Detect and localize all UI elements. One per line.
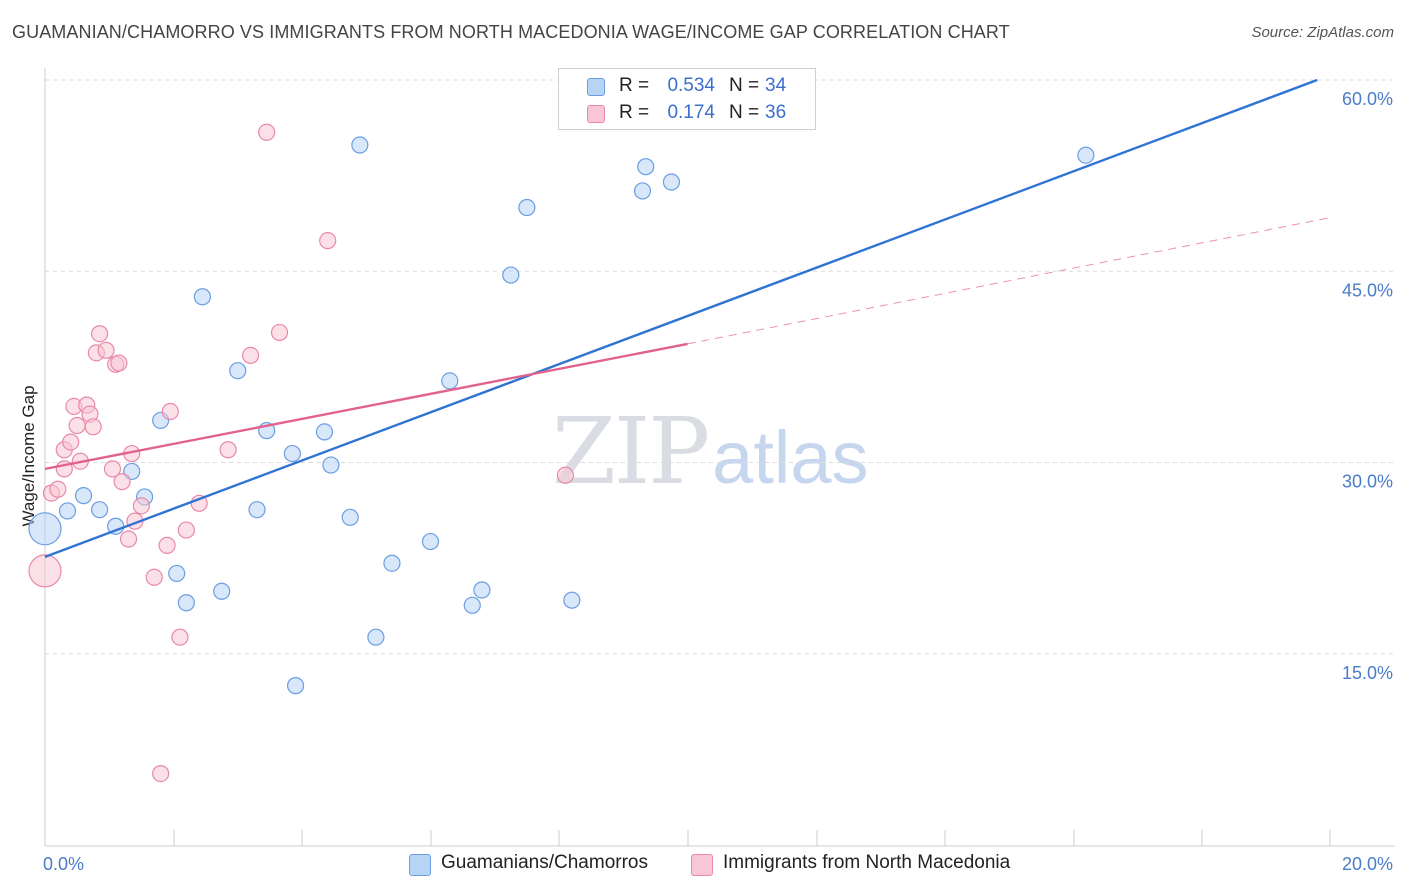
x-tick-label: 0.0% (43, 854, 84, 874)
trend-line-guamanian (45, 80, 1317, 557)
point-guamanian (249, 502, 265, 518)
legend-r-value: 0.534 (653, 75, 715, 97)
legend-label: Immigrants from North Macedonia (723, 852, 1010, 874)
point-macedonia (159, 537, 175, 553)
point-guamanian (464, 597, 480, 613)
point-guamanian (1078, 147, 1094, 163)
point-guamanian (384, 555, 400, 571)
point-guamanian (442, 373, 458, 389)
point-macedonia (111, 355, 127, 371)
point-guamanian (59, 503, 75, 519)
point-macedonia (29, 555, 61, 587)
point-guamanian (423, 534, 439, 550)
correlation-legend: R = 0.534 N = 34 R = 0.174 N = 36 (558, 68, 816, 130)
point-macedonia (133, 498, 149, 514)
point-macedonia (172, 629, 188, 645)
point-guamanian (76, 488, 92, 504)
point-guamanian (214, 583, 230, 599)
point-guamanian (503, 267, 519, 283)
point-macedonia (557, 467, 573, 483)
y-tick-label: 60.0% (1342, 89, 1393, 109)
y-tick-label: 15.0% (1342, 663, 1393, 683)
legend-n-value: 34 (765, 75, 786, 97)
point-guamanian (635, 183, 651, 199)
point-guamanian (169, 565, 185, 581)
legend-n-label: N = (729, 102, 759, 124)
point-macedonia (272, 324, 288, 340)
legend-swatch-pink (587, 105, 605, 123)
point-macedonia (146, 569, 162, 585)
point-guamanian (194, 289, 210, 305)
axes (45, 68, 1395, 846)
point-guamanian (323, 457, 339, 473)
point-macedonia (92, 326, 108, 342)
scatter-chart: 15.0% 30.0% 45.0% 60.0% 0.0% 20.0% Wage/Inco… (0, 0, 1406, 892)
legend-n-value: 36 (765, 102, 786, 124)
point-macedonia (259, 124, 275, 140)
legend-swatch-blue (409, 854, 431, 876)
point-macedonia (69, 418, 85, 434)
point-macedonia (320, 233, 336, 249)
point-macedonia (63, 434, 79, 450)
point-guamanian (29, 513, 61, 545)
y-tick-labels: 15.0% 30.0% 45.0% 60.0% (1342, 89, 1393, 683)
legend-n-label: N = (729, 75, 759, 97)
trend-line-macedonia (45, 344, 688, 469)
point-guamanian (342, 509, 358, 525)
legend-r-label: R = (619, 102, 649, 124)
point-macedonia (178, 522, 194, 538)
point-guamanian (663, 174, 679, 190)
gridlines (45, 80, 1395, 654)
point-macedonia (121, 531, 137, 547)
legend-swatch-blue (587, 78, 605, 96)
point-guamanian (288, 678, 304, 694)
point-macedonia (50, 481, 66, 497)
point-macedonia (114, 474, 130, 490)
y-axis-label: Wage/Income Gap (19, 385, 38, 526)
point-guamanian (474, 582, 490, 598)
point-macedonia (162, 404, 178, 420)
point-guamanian (230, 363, 246, 379)
point-guamanian (316, 424, 332, 440)
x-tick-labels: 0.0% 20.0% (43, 854, 1393, 874)
point-guamanian (564, 592, 580, 608)
point-guamanian (638, 159, 654, 175)
point-guamanian (519, 200, 535, 216)
y-tick-label: 30.0% (1342, 472, 1393, 492)
point-guamanian (368, 629, 384, 645)
point-guamanian (284, 446, 300, 462)
legend-label: Guamanians/Chamorros (441, 852, 648, 874)
point-macedonia (85, 419, 101, 435)
point-guamanian (92, 502, 108, 518)
x-tick-label: 20.0% (1342, 854, 1393, 874)
y-tick-label: 45.0% (1342, 280, 1393, 300)
point-macedonia (98, 342, 114, 358)
point-macedonia (153, 766, 169, 782)
legend-swatch-pink (691, 854, 713, 876)
point-guamanian (178, 595, 194, 611)
point-macedonia (220, 442, 236, 458)
point-macedonia (243, 347, 259, 363)
legend-r-value: 0.174 (653, 102, 715, 124)
trend-lines (45, 80, 1330, 557)
legend-r-label: R = (619, 75, 649, 97)
point-guamanian (352, 137, 368, 153)
